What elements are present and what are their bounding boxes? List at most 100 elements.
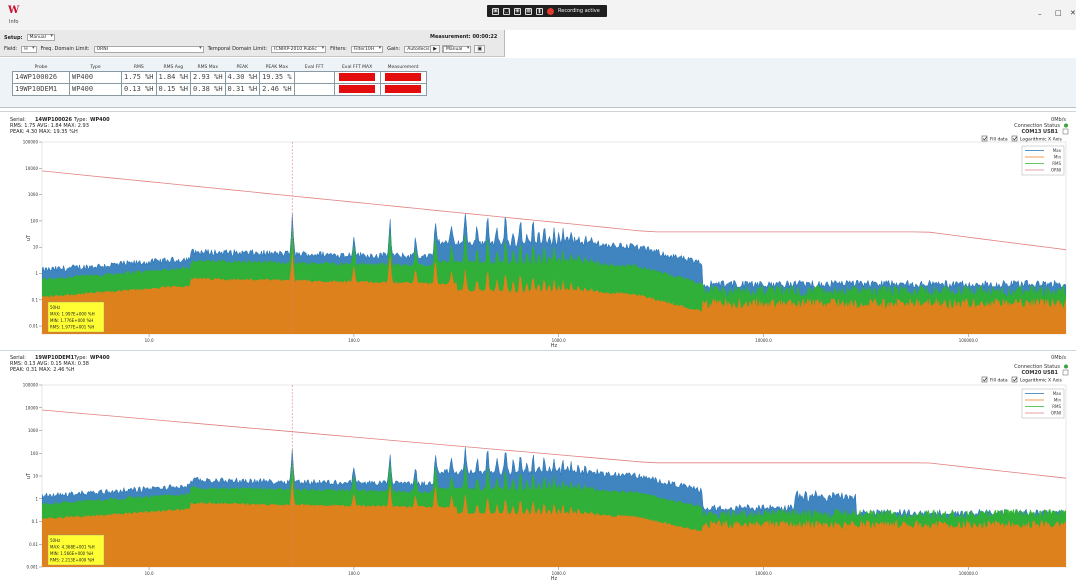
plot-series [42, 170, 1066, 334]
x-tick-label: 100.0 [348, 571, 360, 576]
probe-cell: 14WP100026 [12, 70, 70, 84]
setup-select[interactable]: Manual [26, 34, 55, 41]
x-tick-label: 10.0 [145, 338, 154, 343]
fill-data-checkbox[interactable] [981, 135, 988, 142]
log-axis-checkbox[interactable] [1011, 135, 1018, 142]
capture-icon[interactable]: ▣ [492, 7, 499, 15]
save-icon[interactable]: ▣ [474, 45, 486, 53]
x-tick-label: 10000.0 [755, 571, 772, 576]
y-tick-label: 10 [33, 245, 39, 250]
pause-icon[interactable]: ❚ [536, 7, 543, 15]
measurement-cell [379, 70, 427, 84]
camera-icon[interactable]: ◉ [514, 7, 521, 15]
freq-limit-select[interactable]: ORNI [93, 45, 204, 53]
cursor-info-line: RMS: 1.977E+001 %H [50, 325, 94, 330]
y-tick-label: 1 [35, 496, 38, 501]
eval-fft-max-cell [333, 82, 381, 96]
col-rms-avg: RMS Avg [163, 64, 184, 70]
rms-avg-cell: 0.15 %H [155, 82, 192, 96]
port-config-icon[interactable] [1062, 369, 1069, 376]
series-orni [42, 409, 1066, 479]
maximize-button[interactable]: □ [1055, 9, 1062, 17]
measurement-cell [379, 82, 427, 96]
table-row[interactable]: 19WP10DEM1 WP400 0.13 %H 0.15 %H 0.38 %H… [12, 82, 427, 96]
legend-label: ORNI [1051, 168, 1061, 173]
legend-label: Min [1054, 398, 1062, 403]
cursor-info-line: MIN: 1.776E+000 %H [50, 318, 93, 323]
port-config-icon[interactable] [1062, 128, 1069, 135]
x-tick-label: 10.0 [145, 571, 154, 576]
mode-select[interactable]: Manual [443, 45, 472, 53]
probe-panel: Probe Type RMS RMS Avg RMS Max PEAK PEAK… [0, 58, 1076, 108]
measurement-label: Measurement: 00:00:22 [430, 34, 498, 40]
col-eval-fft-max: Eval FFT MAX [341, 64, 373, 70]
col-rms-max: RMS Max [197, 64, 219, 70]
y-tick-label: 100 [30, 218, 38, 223]
table-row[interactable]: 14WP100026 WP400 1.75 %H 1.84 %H 2.93 %H… [12, 70, 427, 84]
connection-status-text: Connection Status [1014, 123, 1060, 129]
y-axis-label: uT [26, 472, 32, 479]
type-cell: WP400 [69, 82, 122, 96]
alarm-indicator [385, 73, 422, 81]
connection-status-icon [1064, 123, 1068, 128]
peak-cell: 0.31 %H [224, 82, 261, 96]
spectrum-chart-2[interactable]: Serial: 19WP10DEM1 Type: WP400 RMS: 0.13… [0, 351, 1076, 584]
record-icon[interactable] [547, 7, 554, 15]
y-tick-label: 100000 [23, 140, 39, 145]
y-tick-label: 10 [33, 474, 39, 479]
y-tick-label: 10000 [25, 405, 38, 410]
recording-status: Recording active [558, 8, 600, 14]
field-label: Field: [4, 46, 18, 52]
measurement-time: 00:00:22 [472, 34, 498, 40]
legend-label: Max [1053, 391, 1062, 396]
y-tick-label: 10000 [25, 166, 38, 171]
y-tick-label: 1000 [28, 192, 39, 197]
rms-cell: 0.13 %H [121, 82, 157, 96]
spectrum-panel-2: Serial: 19WP10DEM1 Type: WP400 RMS: 0.13… [0, 350, 1076, 584]
window-icon[interactable]: ▢ [503, 7, 510, 15]
summary-line-rms: RMS: 1.75 AVG: 1.84 MAX: 2.93 [10, 123, 89, 129]
y-tick-label: 0.01 [29, 542, 38, 547]
log-axis-label: Logarithmic X Axis [1020, 137, 1063, 143]
fill-data-checkbox[interactable] [981, 376, 988, 383]
x-tick-label: 100.0 [348, 338, 360, 343]
filters-select[interactable]: Filter10H [350, 45, 384, 53]
setup-label: Setup: [4, 34, 23, 41]
menu-info[interactable]: Info [9, 19, 19, 25]
screen-icon[interactable]: ▩ [525, 7, 532, 15]
play-button[interactable]: ▶ [430, 45, 440, 53]
minimize-button[interactable]: – [1038, 10, 1042, 18]
title-bar: W Info ▣ ▢ ◉ ▩ ❚ Recording active – □ ✕ [0, 0, 1076, 30]
type-label: Type: [73, 355, 87, 361]
y-tick-label: 1000 [28, 428, 39, 433]
y-tick-label: 100000 [23, 383, 39, 388]
legend-label: ORNI [1051, 411, 1061, 416]
peak-max-cell: 19.35 % [259, 70, 295, 84]
field-select[interactable]: H [21, 45, 37, 53]
settings-toolbar: Setup: Manual Field: H Freq. Domain Limi… [0, 30, 505, 57]
cursor-info-line: MAX: 4.368E+001 %H [50, 545, 95, 550]
temporal-limit-select[interactable]: ICNIRP-2010 Public [271, 45, 327, 53]
connection-status-text: Connection Status [1014, 364, 1060, 370]
x-tick-label: 1000.0 [552, 338, 566, 343]
probe-table: Probe Type RMS RMS Avg RMS Max PEAK PEAK… [12, 64, 427, 96]
y-tick-label: 0.1 [32, 297, 39, 302]
alarm-indicator [339, 73, 376, 81]
spectrum-chart-1[interactable]: Serial: 14WP100026 Type: WP400 RMS: 1.75… [0, 112, 1076, 350]
col-probe: Probe [34, 64, 48, 70]
y-tick-label: 0.001 [27, 565, 39, 570]
close-button[interactable]: ✕ [1070, 9, 1076, 17]
alarm-indicator [385, 85, 422, 93]
col-peak-max: PEAK Max [265, 64, 288, 70]
summary-line-peak: PEAK: 0.31 MAX: 2.46 %H [10, 367, 75, 373]
type-value: WP400 [90, 117, 110, 123]
spectrum-panel-1: Serial: 14WP100026 Type: WP400 RMS: 1.75… [0, 111, 1076, 349]
cursor-info-line: MAX: 1.997E+000 %H [50, 312, 95, 317]
app-logo: W [8, 5, 20, 16]
log-axis-checkbox[interactable] [1011, 376, 1018, 383]
rate-text: 0Mb/s [1051, 117, 1066, 123]
serial-label: Serial: [10, 117, 26, 123]
serial-label: Serial: [10, 355, 26, 361]
x-tick-label: 1000.0 [552, 571, 566, 576]
y-tick-label: 0.01 [29, 324, 38, 329]
